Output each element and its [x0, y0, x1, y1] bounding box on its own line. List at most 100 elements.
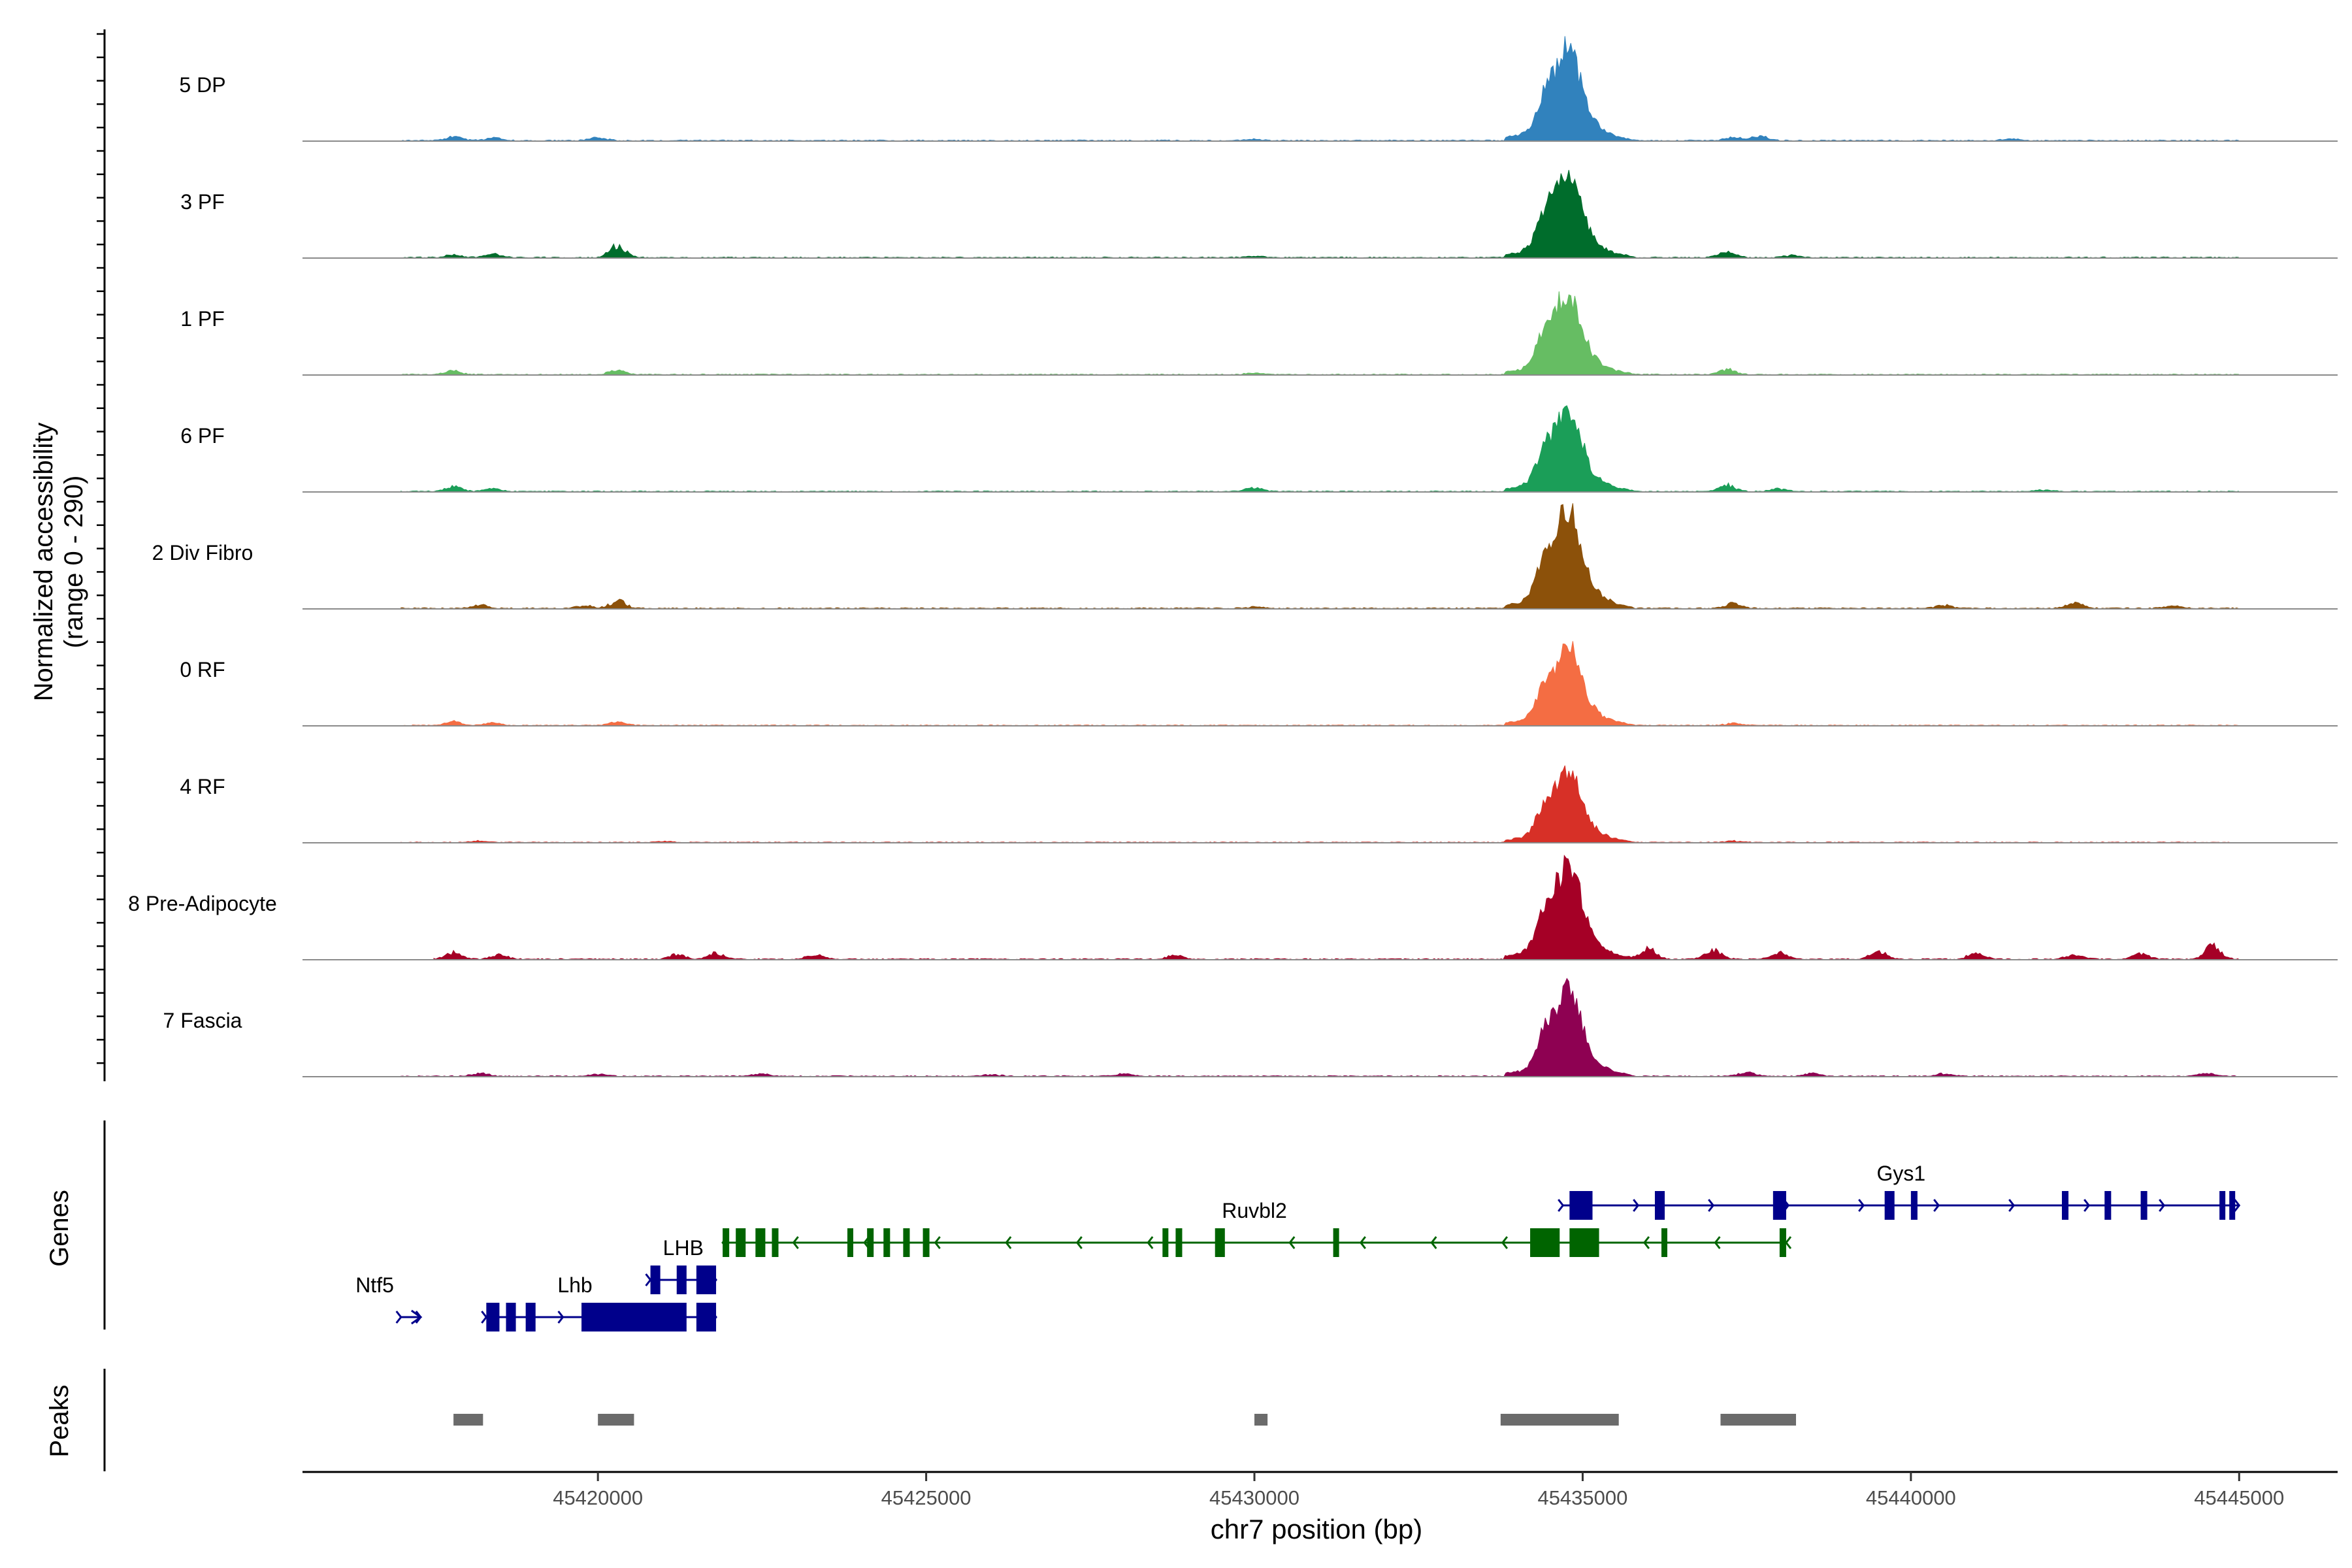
track-8-pre-adipocyte: 8 Pre-Adipocyte [128, 855, 2338, 960]
strand-chevron [792, 1236, 799, 1249]
x-tick-label: 45440000 [1866, 1486, 1956, 1509]
gene-exon [1175, 1228, 1183, 1257]
strand-chevron [557, 1311, 564, 1324]
strand-chevron [1714, 1236, 1721, 1249]
gene-ntf5: Ntf5 [355, 1273, 423, 1325]
strand-chevron [1075, 1236, 1083, 1249]
gene-exon [506, 1303, 516, 1331]
gene-lhb: LHB [645, 1236, 717, 1294]
strand-chevron [2159, 1199, 2166, 1212]
x-axis-title: chr7 position (bp) [1211, 1514, 1423, 1544]
x-tick-label: 45425000 [881, 1486, 972, 1509]
gene-exon [581, 1303, 687, 1331]
gene-exon [696, 1266, 717, 1294]
track-0-rf: 0 RF [180, 641, 2338, 727]
track-label: 1 PF [180, 307, 225, 331]
gene-label: Ntf5 [355, 1273, 394, 1297]
strand-chevron [1359, 1236, 1366, 1249]
gene-exon [2061, 1191, 2069, 1220]
gene-exon [755, 1228, 766, 1257]
gene-exon [486, 1303, 500, 1331]
peak-region [453, 1414, 483, 1426]
strand-arrow [410, 1309, 423, 1325]
strand-chevron [1785, 1236, 1792, 1249]
strand-chevron [2008, 1199, 2016, 1212]
peak-region [1500, 1414, 1619, 1426]
gene-exon [1333, 1228, 1339, 1257]
strand-chevron [1858, 1199, 1865, 1212]
track-coverage-area [400, 641, 2240, 727]
gene-exon [2229, 1191, 2236, 1220]
strand-chevron [2234, 1199, 2241, 1212]
strand-chevron [1288, 1236, 1296, 1249]
track-coverage-area [400, 170, 2240, 259]
track-1-pf: 1 PF [180, 291, 2338, 376]
track-label: 3 PF [180, 190, 225, 214]
track-label: 6 PF [180, 424, 225, 448]
strand-chevron [1933, 1199, 1940, 1212]
gene-exon [2104, 1191, 2112, 1220]
strand-chevron [1642, 1236, 1650, 1249]
gene-exon [736, 1228, 746, 1257]
gene-exon [847, 1228, 854, 1257]
gene-lhb: Lhb [481, 1273, 717, 1331]
x-tick-label: 45435000 [1537, 1486, 1627, 1509]
peak-region [1254, 1414, 1268, 1426]
gene-exon [923, 1228, 930, 1257]
strand-chevron [481, 1311, 488, 1324]
strand-chevron [1147, 1236, 1154, 1249]
gene-exon [676, 1266, 687, 1294]
strand-chevron [395, 1311, 402, 1324]
gene-exon [1162, 1228, 1169, 1257]
strand-chevron [645, 1273, 652, 1286]
gene-exon [1569, 1191, 1593, 1220]
gene-exon [1910, 1191, 1918, 1220]
track-coverage-area [400, 405, 2240, 493]
gene-exon [903, 1228, 910, 1257]
gene-exon [1772, 1191, 1786, 1220]
y-axis-label-line1: Normalized accessibility [29, 423, 58, 702]
track-7-fascia: 7 Fascia [163, 977, 2338, 1077]
gene-exon [525, 1303, 536, 1331]
peak-region [1720, 1414, 1797, 1426]
track-label: 8 Pre-Adipocyte [128, 892, 277, 915]
gene-exon [1569, 1228, 1599, 1257]
genes-panel-label: Genes [45, 1190, 74, 1267]
gene-exon [1654, 1191, 1665, 1220]
gene-label: Lhb [557, 1273, 592, 1297]
gene-gys1: Gys1 [1558, 1162, 2241, 1220]
track-2-div-fibro: 2 Div Fibro [152, 503, 2338, 610]
x-axis: 45420000 45425000 45430000 45435000 45440000… [302, 1471, 2338, 1509]
track-label: 7 Fascia [163, 1009, 242, 1032]
track-coverage-area [400, 291, 2240, 376]
gene-label: LHB [663, 1236, 704, 1260]
gene-exon [1884, 1191, 1895, 1220]
gene-exon [772, 1228, 779, 1257]
peak-region [598, 1414, 634, 1426]
track-coverage-area [400, 977, 2240, 1077]
gene-exon [883, 1228, 890, 1257]
strand-chevron [1633, 1199, 1640, 1212]
y-axis-label-line2: (range 0 - 290) [59, 476, 88, 649]
strand-chevron [1501, 1236, 1509, 1249]
peaks-panel [453, 1414, 1797, 1426]
track-coverage-area [400, 36, 2240, 142]
strand-chevron [1708, 1199, 1715, 1212]
gene-exon [650, 1266, 661, 1294]
gene-exon [1530, 1228, 1560, 1257]
left-axes [97, 29, 106, 1471]
track-5-dp: 5 DP [179, 36, 2338, 142]
accessibility-tracks: 5 DP 3 PF 1 PF 6 PF 2 Div Fibro 0 RF 4 RF 8 Pre… [128, 36, 2338, 1077]
strand-chevron [1558, 1199, 1565, 1212]
track-label: 0 RF [180, 658, 225, 681]
gene-annotation-panel: Ntf5 Lhb LHB Ruvbl2 Gys1 [355, 1162, 2241, 1331]
gene-exon [1661, 1228, 1668, 1257]
track-4-rf: 4 RF [180, 765, 2338, 843]
track-coverage-area [433, 855, 2240, 960]
track-3-pf: 3 PF [180, 170, 2338, 259]
x-tick-label: 45430000 [1209, 1486, 1299, 1509]
strand-chevron [1430, 1236, 1437, 1249]
strand-chevron [934, 1236, 941, 1249]
track-coverage-area [400, 503, 2241, 610]
